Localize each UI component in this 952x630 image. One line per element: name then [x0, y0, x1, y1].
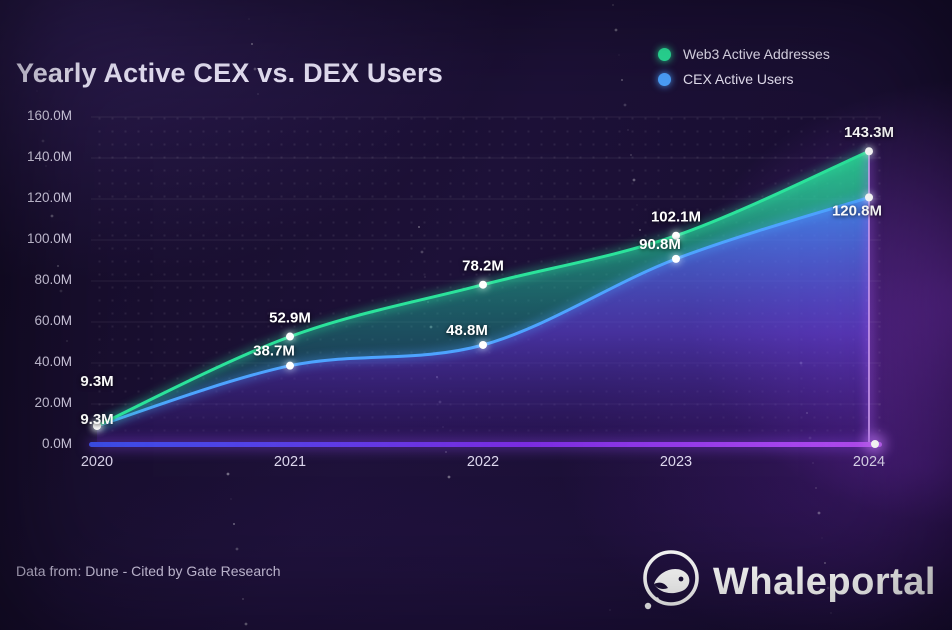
- star: [424, 276, 426, 278]
- whale-logo-icon: [643, 550, 699, 610]
- star: [614, 28, 618, 32]
- data-point: [865, 147, 873, 156]
- data-point: [865, 193, 873, 202]
- star: [812, 462, 814, 464]
- axis-end-cap: [871, 440, 879, 448]
- star: [621, 79, 623, 81]
- data-label: 9.3M: [80, 411, 113, 428]
- star: [609, 609, 611, 611]
- data-label: 9.3M: [80, 373, 113, 390]
- star: [239, 573, 241, 575]
- star: [420, 250, 424, 254]
- data-point: [286, 332, 294, 341]
- star: [627, 129, 629, 131]
- data-label: 48.8M: [446, 322, 488, 339]
- star: [63, 315, 65, 317]
- star: [50, 214, 54, 218]
- data-point: [672, 231, 680, 240]
- x-tick-label: 2023: [659, 454, 693, 470]
- star: [230, 498, 232, 500]
- data-point: [479, 280, 487, 289]
- data-label: 102.1M: [651, 209, 701, 226]
- star: [242, 598, 244, 600]
- x-axis-line: [89, 442, 882, 447]
- star: [821, 537, 823, 539]
- y-tick-label: 20.0M: [34, 395, 72, 410]
- star: [59, 289, 63, 293]
- data-label: 78.2M: [462, 258, 504, 275]
- y-tick-label: 100.0M: [26, 231, 72, 246]
- star: [41, 139, 45, 143]
- star: [233, 523, 235, 525]
- data-label: 38.7M: [253, 343, 295, 360]
- data-label: 120.8M: [832, 202, 882, 219]
- data-point: [93, 421, 101, 430]
- legend-item: CEX Active Users: [658, 71, 830, 87]
- star: [830, 612, 832, 614]
- star: [445, 451, 447, 453]
- star: [36, 90, 38, 92]
- star: [612, 4, 614, 6]
- y-tick-label: 160.0M: [26, 108, 72, 123]
- star: [418, 226, 420, 228]
- x-tick-label: 2024: [852, 454, 886, 470]
- brand-name: Whaleportal: [713, 560, 936, 603]
- star: [253, 67, 257, 71]
- star: [39, 115, 41, 117]
- star: [630, 154, 632, 156]
- star: [815, 487, 817, 489]
- y-tick-label: 140.0M: [26, 149, 72, 164]
- data-point: [286, 361, 294, 370]
- y-tick-label: 60.0M: [34, 313, 72, 328]
- x-tick-label: 2020: [80, 454, 114, 470]
- star: [66, 340, 68, 342]
- y-tick-label: 80.0M: [34, 272, 72, 287]
- data-label: 52.9M: [269, 310, 311, 327]
- brand-lockup: Whaleportal: [638, 548, 936, 616]
- star: [45, 165, 47, 167]
- y-tick-label: 120.0M: [26, 190, 72, 205]
- data-point: [479, 340, 487, 349]
- star: [618, 54, 620, 56]
- legend-label: CEX Active Users: [683, 71, 794, 87]
- chart-legend: Web3 Active Addresses CEX Active Users: [658, 46, 830, 87]
- data-source-note: Data from: Dune - Cited by Gate Research: [16, 563, 281, 579]
- star: [235, 547, 239, 551]
- star: [623, 103, 627, 107]
- star: [447, 475, 451, 479]
- star: [824, 562, 826, 564]
- star: [639, 229, 641, 231]
- star: [826, 586, 830, 590]
- y-tick-label: 40.0M: [34, 354, 72, 369]
- x-tick-label: 2022: [466, 454, 500, 470]
- star: [817, 511, 821, 515]
- data-label: 90.8M: [639, 236, 681, 253]
- data-point: [672, 254, 680, 263]
- star: [251, 43, 253, 45]
- y-tick-label: 0.0M: [41, 436, 72, 451]
- star: [54, 240, 56, 242]
- star: [226, 472, 230, 476]
- star: [632, 178, 636, 182]
- legend-item: Web3 Active Addresses: [658, 46, 830, 62]
- star: [48, 190, 50, 192]
- x-tick-label: 2021: [273, 454, 307, 470]
- star: [248, 18, 250, 20]
- data-label: 143.3M: [844, 124, 894, 141]
- legend-label: Web3 Active Addresses: [683, 46, 830, 62]
- legend-dot-icon: [658, 72, 671, 86]
- page-title: Yearly Active CEX vs. DEX Users: [16, 58, 443, 89]
- star: [57, 265, 59, 267]
- star: [257, 93, 259, 95]
- legend-dot-icon: [658, 47, 671, 61]
- star: [636, 204, 638, 206]
- star: [244, 622, 248, 626]
